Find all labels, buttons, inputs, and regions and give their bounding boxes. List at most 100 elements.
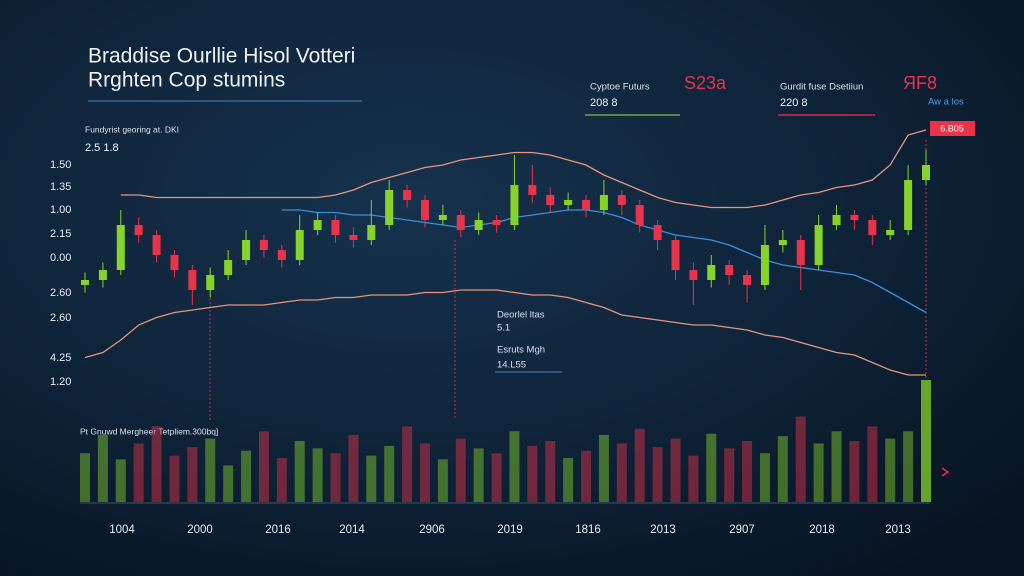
candle-body <box>922 165 930 180</box>
volume-bar <box>706 433 717 502</box>
volume-bar <box>437 459 448 502</box>
annotation-value: 14.L55 <box>497 360 526 371</box>
x-axis-label: 2000 <box>187 524 213 536</box>
candle-body <box>635 205 644 225</box>
candle-body <box>707 265 716 280</box>
volume-bar <box>545 441 556 502</box>
candle-body <box>564 200 573 205</box>
candle-body <box>850 215 859 220</box>
candle-body <box>617 195 626 205</box>
volume-bar <box>294 441 305 502</box>
volume-bar <box>348 434 359 502</box>
candle-body <box>152 235 161 255</box>
volume-bar <box>670 438 681 502</box>
y-axis-label: 2.60 <box>50 312 71 324</box>
candle-body <box>653 225 662 240</box>
volume-bar <box>97 434 108 502</box>
y-axis-label: 2.15 <box>50 228 71 240</box>
candle-body <box>116 225 125 270</box>
volume-bar <box>688 455 699 502</box>
candle-body <box>420 200 429 220</box>
volume-bar <box>169 455 180 502</box>
panel-value: 208 8 <box>590 97 618 109</box>
candle-body <box>349 235 358 240</box>
volume-bar <box>921 380 931 502</box>
panel-change: S23a <box>684 73 727 93</box>
x-axis-label: 2018 <box>809 524 835 536</box>
candle-body <box>170 255 179 270</box>
candle-body <box>403 190 412 200</box>
price-tag: 6.B05 <box>940 123 964 133</box>
candle-body <box>510 185 519 225</box>
x-axis-label: 2906 <box>419 524 445 536</box>
volume-bar <box>133 443 144 502</box>
volume-bar <box>366 455 377 502</box>
volume-bar <box>384 445 395 502</box>
volume-bar <box>598 434 609 502</box>
candle-body <box>385 190 394 225</box>
indicator-line <box>84 289 926 376</box>
panel-label: Cyptoe Futurs <box>590 82 650 93</box>
candle-body <box>81 280 89 285</box>
x-axis-label: 2013 <box>650 524 676 536</box>
volume-bar <box>527 445 538 502</box>
arrow <box>941 467 950 477</box>
volume-bar <box>223 465 234 502</box>
volume-bar <box>742 441 753 502</box>
x-axis-label: 1816 <box>575 524 601 536</box>
volume-bar <box>724 448 735 502</box>
y-axis-label: 0.00 <box>50 252 71 264</box>
candle-body <box>599 195 608 210</box>
volume-bar <box>795 416 806 502</box>
volume-bar <box>634 428 645 502</box>
candle-body <box>224 260 233 275</box>
volume-bar <box>563 458 574 502</box>
candle-body <box>796 240 805 265</box>
x-axis-label: 2013 <box>885 524 911 536</box>
candle-body <box>474 220 483 230</box>
volume-bar <box>312 448 323 502</box>
candle-body <box>546 195 555 205</box>
volume-bar <box>205 438 216 502</box>
panel-change: ЯF8 <box>903 73 937 93</box>
candle-body <box>904 180 913 230</box>
panel-note: Aw a los <box>928 97 964 108</box>
volume-bar <box>759 453 770 502</box>
candle-body <box>277 250 286 260</box>
volume-bar <box>402 426 413 502</box>
volume-bar <box>616 443 627 502</box>
candle-body <box>206 275 215 290</box>
volume-bar <box>509 431 520 502</box>
candle-body <box>367 225 376 240</box>
candle-body <box>331 220 340 235</box>
volume-bar <box>187 447 198 502</box>
candle-body <box>671 240 680 270</box>
candle-body <box>689 270 698 280</box>
candle-body <box>98 270 107 280</box>
y-axis-label: 1.50 <box>50 159 71 171</box>
annotation-label: Deorlel ltas <box>497 310 545 321</box>
x-axis-label: 2016 <box>265 524 291 536</box>
price-tag-box <box>930 121 975 136</box>
x-axis-label: 2019 <box>497 524 523 536</box>
volume-bar <box>276 458 287 502</box>
volume-bar <box>241 450 252 502</box>
candle-body <box>295 230 304 260</box>
volume-bar <box>903 431 914 502</box>
volume-bar <box>867 426 878 502</box>
candle-body <box>438 215 447 220</box>
candle-body <box>814 225 823 265</box>
candle-body <box>242 240 251 260</box>
candle-body <box>868 220 877 235</box>
candle-body <box>760 245 769 285</box>
candle-body <box>313 220 322 230</box>
y-axis-label: 4.25 <box>50 352 71 364</box>
chart-value: 2.5 1.8 <box>85 142 119 154</box>
y-axis-label: 1.35 <box>50 181 71 193</box>
volume-label: Pt Gnuwd Mergheer Tetpliem.300bq] <box>80 426 218 436</box>
panel-label: Gurdit fuse Dsetiiun <box>780 82 863 93</box>
annotation-label: Esruts Mgh <box>497 345 545 356</box>
candle-body <box>134 225 143 235</box>
